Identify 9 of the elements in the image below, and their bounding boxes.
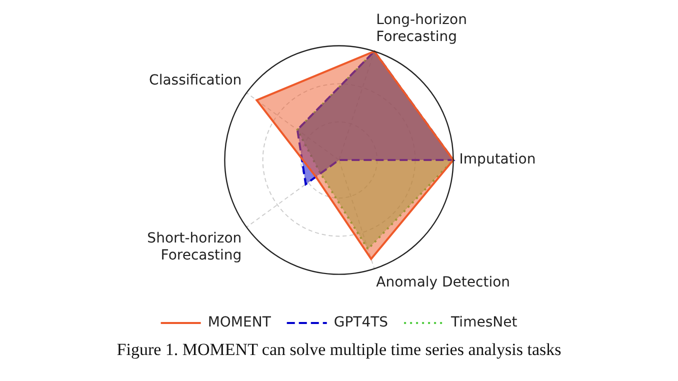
caption: Figure 1. MOMENT can solve multiple time series analysis tasks <box>116 340 562 360</box>
spoke-label: Long-horizon Forecasting <box>376 12 467 45</box>
spoke-label: Classification <box>149 72 242 89</box>
spoke-label: Anomaly Detection <box>376 274 510 290</box>
legend-label: TimesNet <box>450 314 518 331</box>
spoke-label: Short-horizon Forecasting <box>147 230 242 264</box>
legend-label: GPT4TS <box>334 314 388 331</box>
spoke-label: Imputation <box>459 152 536 168</box>
legend-label: MOMENT <box>208 314 272 331</box>
